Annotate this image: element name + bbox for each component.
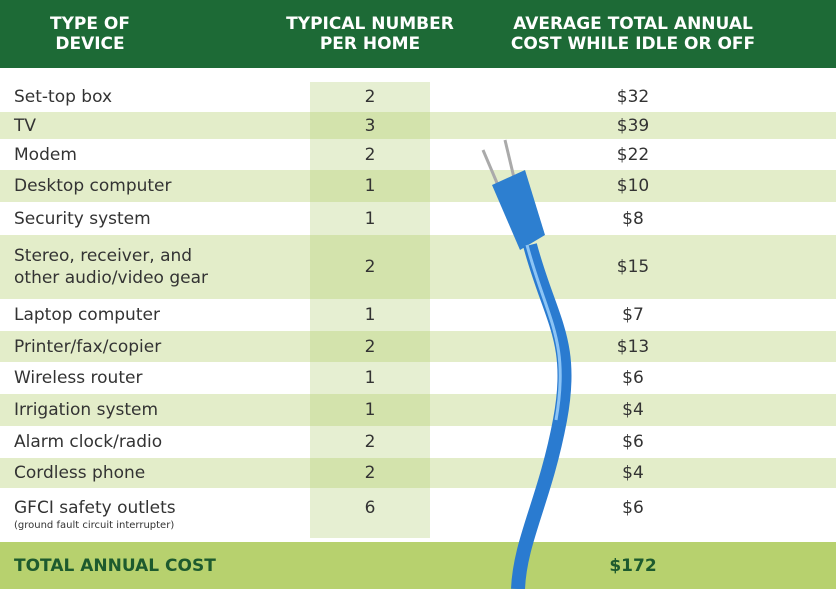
power-cord-illustration [0,0,836,589]
table-page: TYPE OFDEVICETYPICAL NUMBERPER HOMEAVERA… [0,0,836,589]
